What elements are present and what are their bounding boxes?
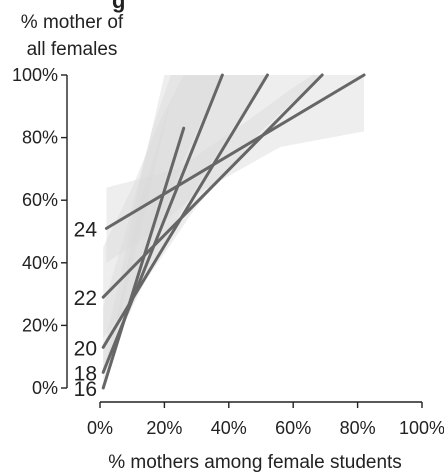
- axes: 0% 20% 40% 60% 80% 100% 0% 20% 40% 60% 80% 100%: [12, 65, 444, 438]
- series-label-16: 16: [74, 378, 97, 401]
- series-line-24: [104, 73, 366, 230]
- confidence-bands: [103, 75, 365, 388]
- title-fragment: g: [112, 0, 125, 13]
- y-tick-label: 60%: [22, 190, 58, 210]
- confidence-band-24: [106, 75, 365, 263]
- series-line-22: [101, 73, 324, 299]
- y-tick-label: 40%: [22, 253, 58, 273]
- series-line-18: [101, 73, 224, 374]
- confidence-band-20: [103, 75, 268, 370]
- x-tick-label: 100%: [399, 418, 444, 438]
- series-label-24: 24: [74, 218, 98, 241]
- x-tick-label: 20%: [146, 418, 182, 438]
- y-tick-label: 100%: [12, 65, 58, 85]
- x-tick-label: 0%: [87, 418, 113, 438]
- x-tick-label: 80%: [340, 418, 376, 438]
- y-axis-label-line-2: all females: [27, 39, 118, 60]
- x-tick-label: 60%: [275, 418, 311, 438]
- x-axis-label: % mothers among female students: [108, 452, 402, 473]
- series-label-20: 20: [74, 337, 97, 360]
- series-line-20: [101, 73, 269, 349]
- confidence-band-16: [103, 100, 171, 388]
- series-lines: [101, 73, 366, 390]
- series-label-22: 22: [74, 287, 97, 310]
- y-tick-label: 80%: [22, 128, 58, 148]
- confidence-band-18: [103, 75, 223, 382]
- series-label-18: 18: [74, 362, 97, 385]
- x-tick-label: 40%: [211, 418, 247, 438]
- y-tick-label: 0%: [32, 378, 58, 398]
- y-tick-label: 20%: [22, 315, 58, 335]
- confidence-band-22: [103, 75, 323, 338]
- y-axis-label-line-1: % mother of: [21, 12, 124, 33]
